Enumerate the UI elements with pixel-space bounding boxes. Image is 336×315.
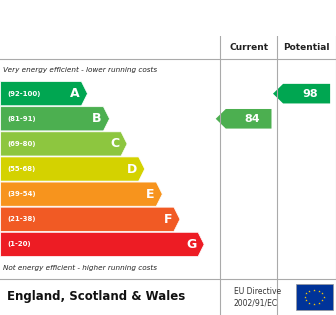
Text: (1-20): (1-20) [7,241,31,247]
Text: England, Scotland & Wales: England, Scotland & Wales [7,290,185,303]
Text: (92-100): (92-100) [7,91,41,97]
Polygon shape [216,109,271,129]
Text: G: G [186,238,196,251]
Text: 98: 98 [302,89,318,99]
Text: C: C [110,137,119,150]
Polygon shape [273,84,330,103]
Text: (55-68): (55-68) [7,166,36,172]
Text: (21-38): (21-38) [7,216,36,222]
Text: F: F [164,213,172,226]
Text: E: E [146,188,155,201]
Text: Potential: Potential [283,43,330,52]
Text: 2002/91/EC: 2002/91/EC [234,299,278,308]
Bar [296,284,333,310]
Polygon shape [1,82,87,106]
Text: EU Directive: EU Directive [234,287,281,296]
Text: Energy Efficiency Rating: Energy Efficiency Rating [10,11,232,26]
Text: Not energy efficient - higher running costs: Not energy efficient - higher running co… [3,265,157,271]
Text: (81-91): (81-91) [7,116,36,122]
Text: (39-54): (39-54) [7,191,36,197]
Polygon shape [1,157,145,181]
Text: (69-80): (69-80) [7,141,36,147]
Text: Very energy efficient - lower running costs: Very energy efficient - lower running co… [3,67,158,73]
Text: B: B [92,112,102,125]
Polygon shape [1,207,180,231]
Text: A: A [70,87,80,100]
Polygon shape [1,182,162,206]
Text: D: D [127,163,137,175]
Polygon shape [1,107,110,131]
Text: Current: Current [229,43,268,52]
Polygon shape [1,132,127,156]
Text: 84: 84 [244,114,260,124]
Polygon shape [1,232,204,256]
